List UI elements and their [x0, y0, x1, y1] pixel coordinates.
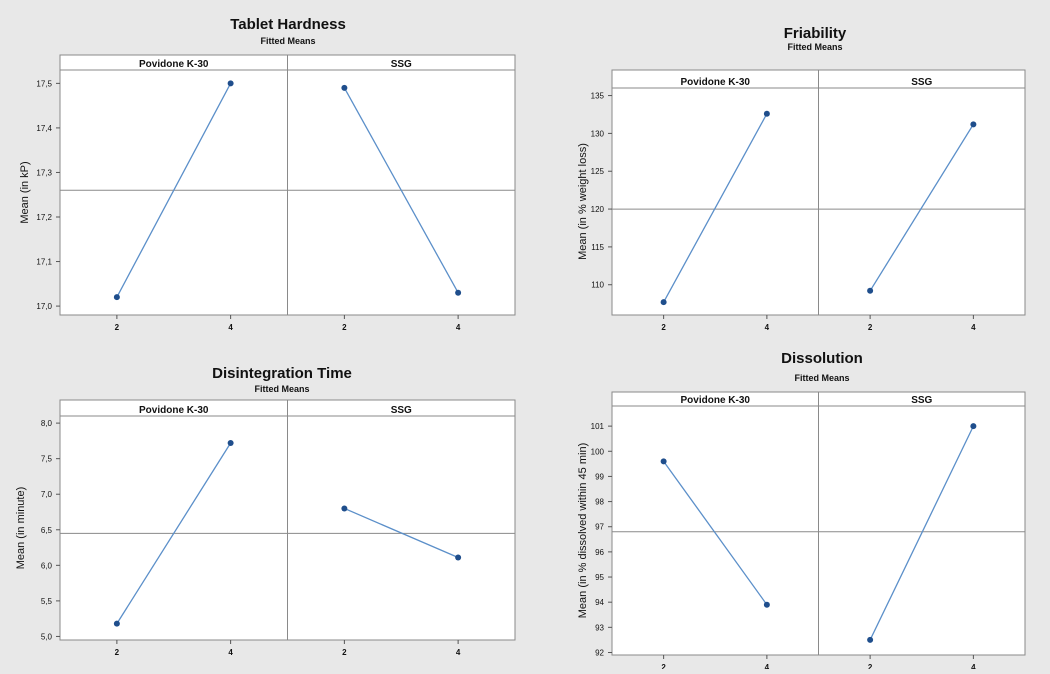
y-tick-label: 96: [595, 548, 604, 557]
y-tick-label: 98: [595, 498, 604, 507]
data-point: [227, 440, 234, 447]
x-tick-label: 2: [115, 323, 120, 332]
y-tick-label: 135: [591, 92, 605, 101]
chart-subtitle: Fitted Means: [794, 373, 849, 383]
series-line: [869, 123, 974, 292]
chart-title: Friability: [784, 25, 847, 42]
chart-subtitle: Fitted Means: [254, 384, 309, 394]
y-tick-label: 93: [595, 623, 604, 632]
chart-title: Disintegration Time: [212, 365, 352, 382]
y-tick-label: 17,2: [36, 213, 52, 222]
y-tick-label: 94: [595, 598, 604, 607]
y-tick-label: 130: [591, 129, 605, 138]
y-tick-label: 97: [595, 523, 604, 532]
chart-title: Dissolution: [781, 350, 863, 367]
y-tick-label: 7,5: [41, 455, 53, 464]
data-point: [763, 110, 770, 117]
data-point: [660, 458, 667, 465]
x-tick-label: 4: [228, 648, 233, 657]
data-point: [341, 84, 348, 91]
y-tick-label: 92: [595, 648, 604, 657]
y-tick-label: 101: [591, 422, 605, 431]
y-tick-label: 110: [591, 281, 604, 290]
y-tick-label: 99: [595, 472, 604, 481]
data-point: [227, 80, 234, 87]
y-tick-label: 17,4: [36, 124, 52, 133]
data-point: [867, 287, 874, 294]
data-point: [660, 299, 667, 306]
series-line: [663, 113, 768, 303]
y-tick-label: 5,0: [41, 632, 53, 641]
panel-header: Povidone K-30: [139, 59, 209, 70]
x-tick-label: 2: [661, 663, 666, 669]
y-tick-label: 95: [595, 573, 604, 582]
chart-title: Tablet Hardness: [230, 16, 346, 33]
x-tick-label: 2: [342, 648, 347, 657]
y-axis-label: Mean (in minute): [15, 487, 27, 570]
x-tick-label: 4: [971, 663, 976, 669]
y-axis-label: Mean (in % weight loss): [577, 143, 589, 260]
panel-header: SSG: [911, 77, 932, 88]
y-tick-label: 17,5: [36, 79, 52, 88]
panel-header: Povidone K-30: [139, 405, 209, 416]
y-tick-label: 17,0: [36, 302, 52, 311]
x-tick-label: 4: [971, 323, 976, 332]
data-point: [113, 620, 120, 627]
x-tick-label: 4: [765, 323, 770, 332]
y-tick-label: 120: [591, 205, 605, 214]
x-tick-label: 4: [456, 648, 461, 657]
series-line: [869, 425, 974, 641]
data-point: [970, 121, 977, 128]
data-point: [455, 554, 462, 561]
x-tick-label: 4: [228, 323, 233, 332]
panel-header: SSG: [391, 59, 412, 70]
y-tick-label: 115: [591, 243, 604, 252]
y-tick-label: 125: [591, 167, 605, 176]
chart-subtitle: Fitted Means: [787, 42, 842, 52]
data-point: [867, 636, 874, 643]
y-tick-label: 6,5: [41, 526, 53, 535]
data-point: [113, 294, 120, 301]
y-axis-label: Mean (in % dissolved within 45 min): [577, 443, 589, 618]
panel-header: Povidone K-30: [681, 395, 751, 406]
y-tick-label: 8,0: [41, 419, 53, 428]
x-tick-label: 2: [868, 323, 873, 332]
y-tick-label: 7,0: [41, 490, 53, 499]
y-tick-label: 17,3: [36, 168, 52, 177]
y-tick-label: 5,5: [41, 597, 53, 606]
y-tick-label: 100: [591, 447, 605, 456]
series-line: [343, 87, 459, 294]
data-point: [341, 505, 348, 512]
series-line: [116, 83, 232, 298]
series-line: [116, 442, 232, 624]
chart-subtitle: Fitted Means: [260, 36, 315, 46]
series-line: [344, 507, 459, 559]
x-tick-label: 2: [661, 323, 666, 332]
x-tick-label: 4: [765, 663, 770, 669]
x-tick-label: 2: [868, 663, 873, 669]
x-tick-label: 2: [115, 648, 120, 657]
data-point: [763, 601, 770, 608]
y-axis-label: Mean (in kP): [19, 161, 31, 223]
panel-header: SSG: [391, 405, 412, 416]
panel-header: SSG: [911, 395, 932, 406]
y-tick-label: 17,1: [36, 258, 52, 267]
x-tick-label: 4: [456, 323, 461, 332]
series-line: [663, 460, 768, 606]
data-point: [455, 289, 462, 296]
panel-header: Povidone K-30: [681, 77, 751, 88]
data-point: [970, 423, 977, 430]
x-tick-label: 2: [342, 323, 347, 332]
y-tick-label: 6,0: [41, 561, 53, 570]
